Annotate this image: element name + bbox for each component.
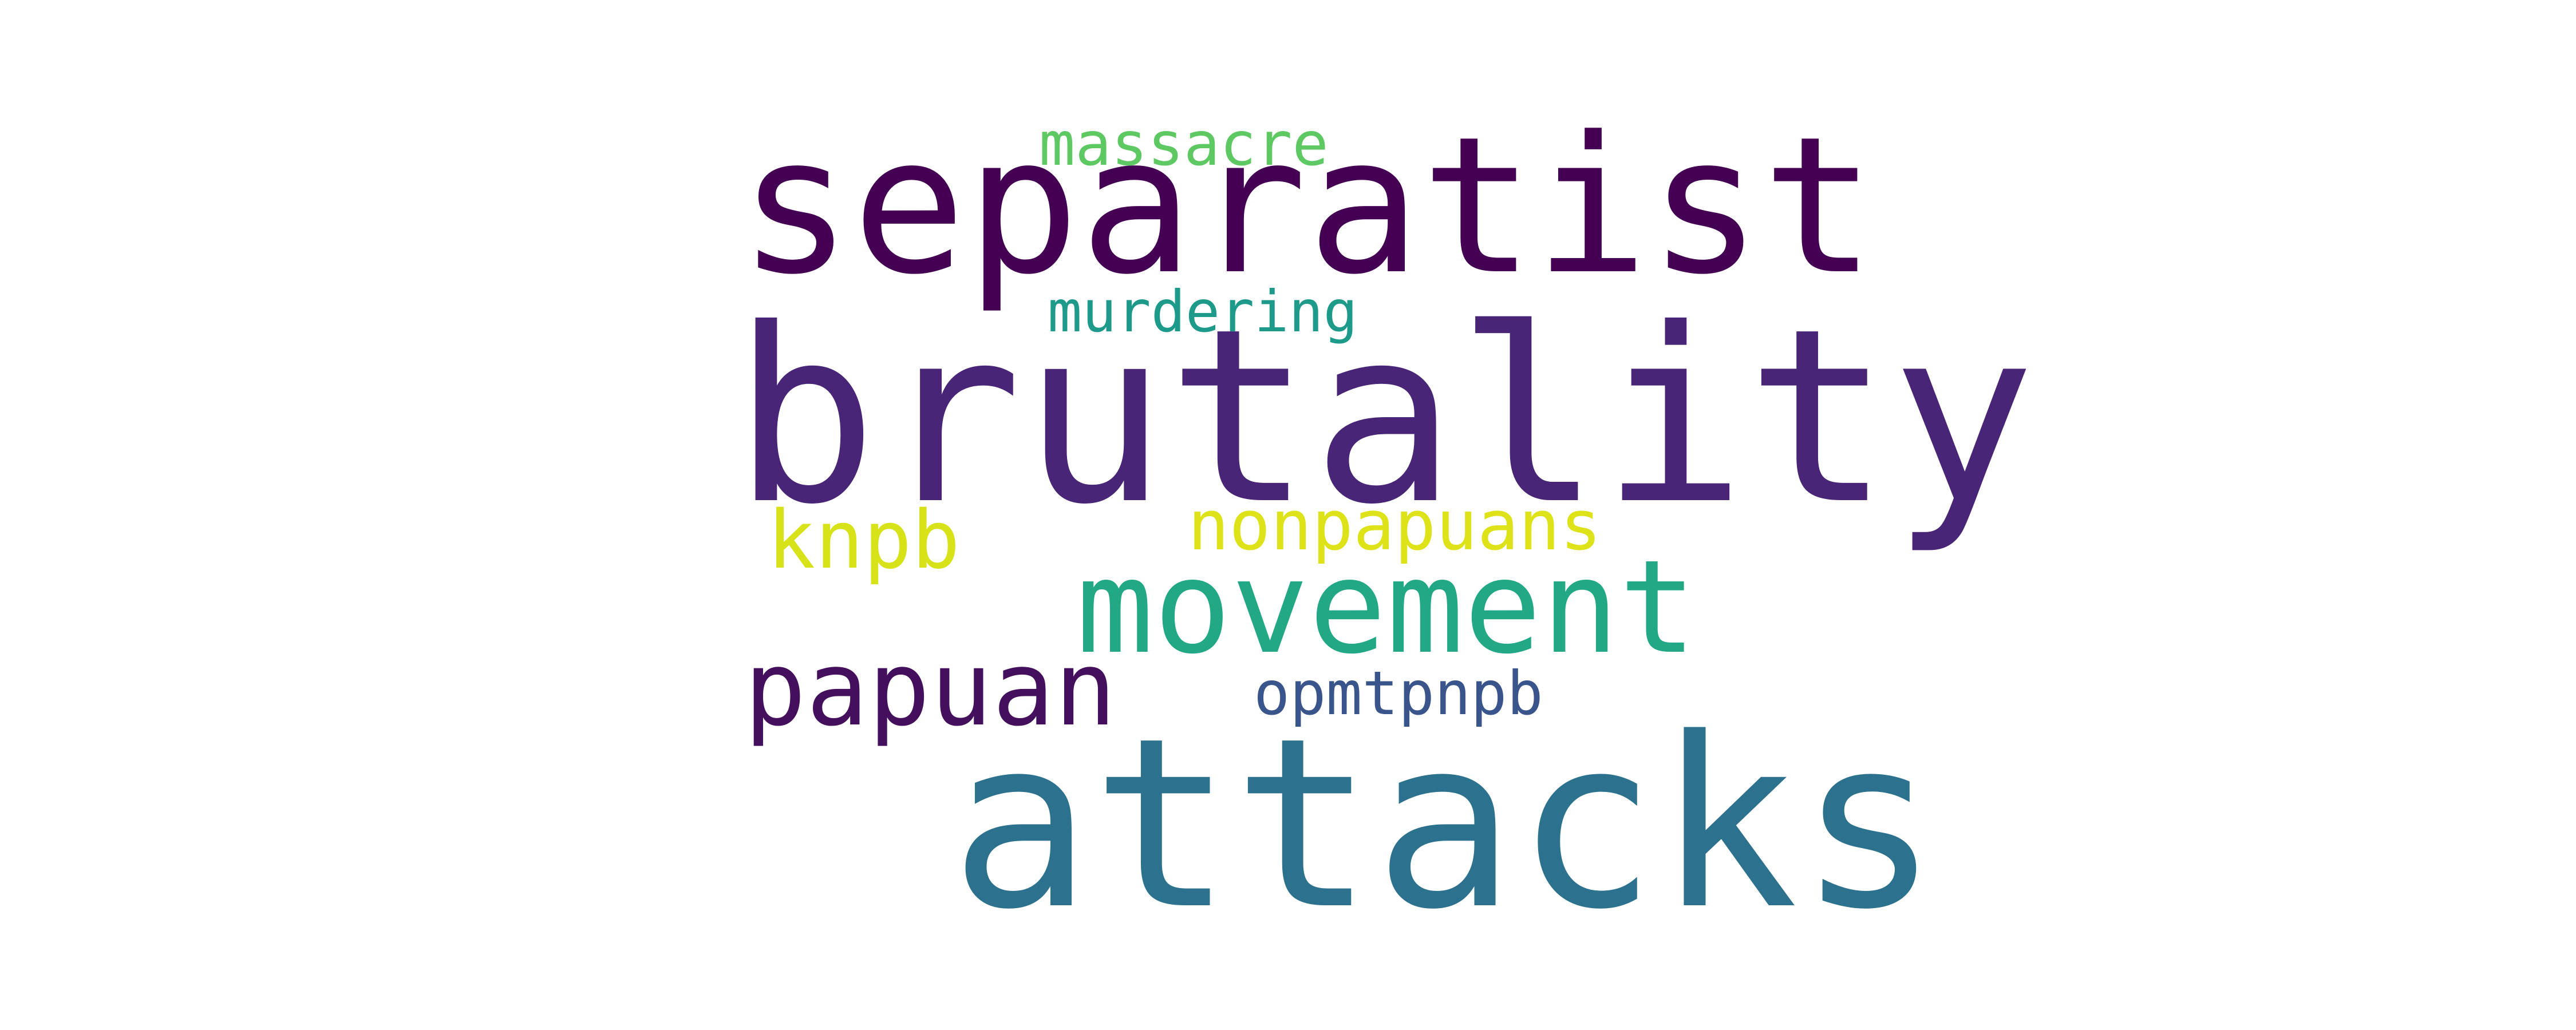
word-movement: movement [1076, 533, 1697, 683]
word-opmtpnpb: opmtpnpb [1254, 659, 1543, 728]
word-knpb: knpb [767, 494, 961, 587]
word-murdering: murdering [1048, 278, 1358, 345]
word-papuan: papuan [744, 629, 1117, 749]
word-massacre: massacre [1039, 109, 1329, 179]
word-attacks: attacks [950, 687, 1939, 961]
word-separatist: separatist [738, 96, 1876, 316]
word-nonpapuans: nonpapuans [1188, 486, 1602, 566]
word-brutality: brutality [733, 278, 2036, 557]
